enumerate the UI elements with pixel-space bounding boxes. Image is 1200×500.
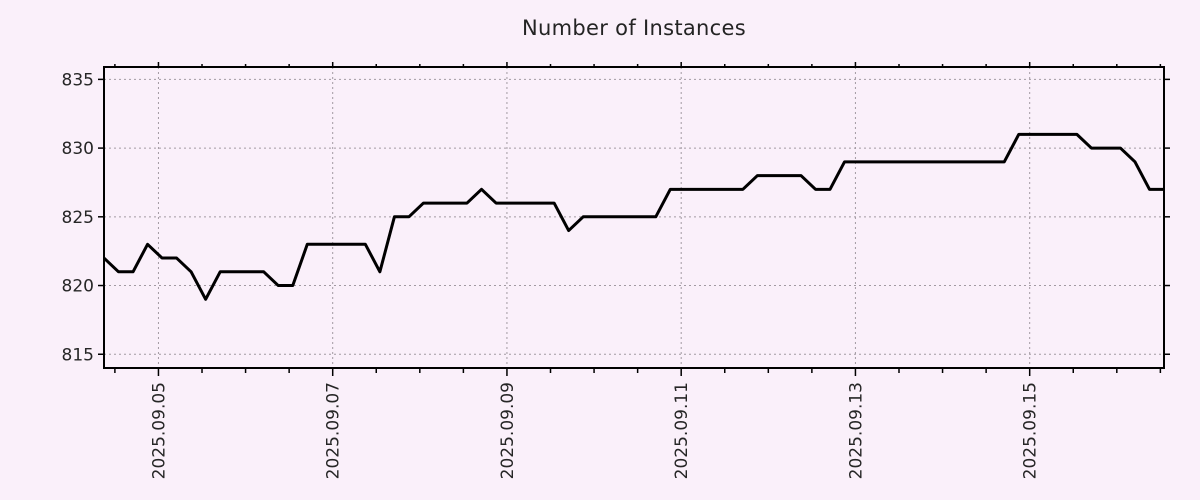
y-tick-label: 820 [62, 277, 94, 297]
x-tick-label: 2025.09.05 [149, 382, 169, 479]
x-tick-label: 2025.09.13 [846, 382, 866, 479]
x-tick-label: 2025.09.09 [498, 382, 518, 479]
y-tick-label: 825 [62, 208, 94, 228]
chart-title: Number of Instances [522, 16, 746, 40]
y-tick-label: 830 [62, 139, 94, 159]
instances-series-line [102, 132, 1164, 301]
x-tick-label: 2025.09.11 [672, 382, 692, 479]
x-tick-label: 2025.09.15 [1021, 382, 1041, 479]
y-tick-label: 815 [62, 345, 94, 365]
x-tick-label: 2025.09.07 [324, 382, 344, 479]
y-tick-label: 835 [62, 70, 94, 90]
